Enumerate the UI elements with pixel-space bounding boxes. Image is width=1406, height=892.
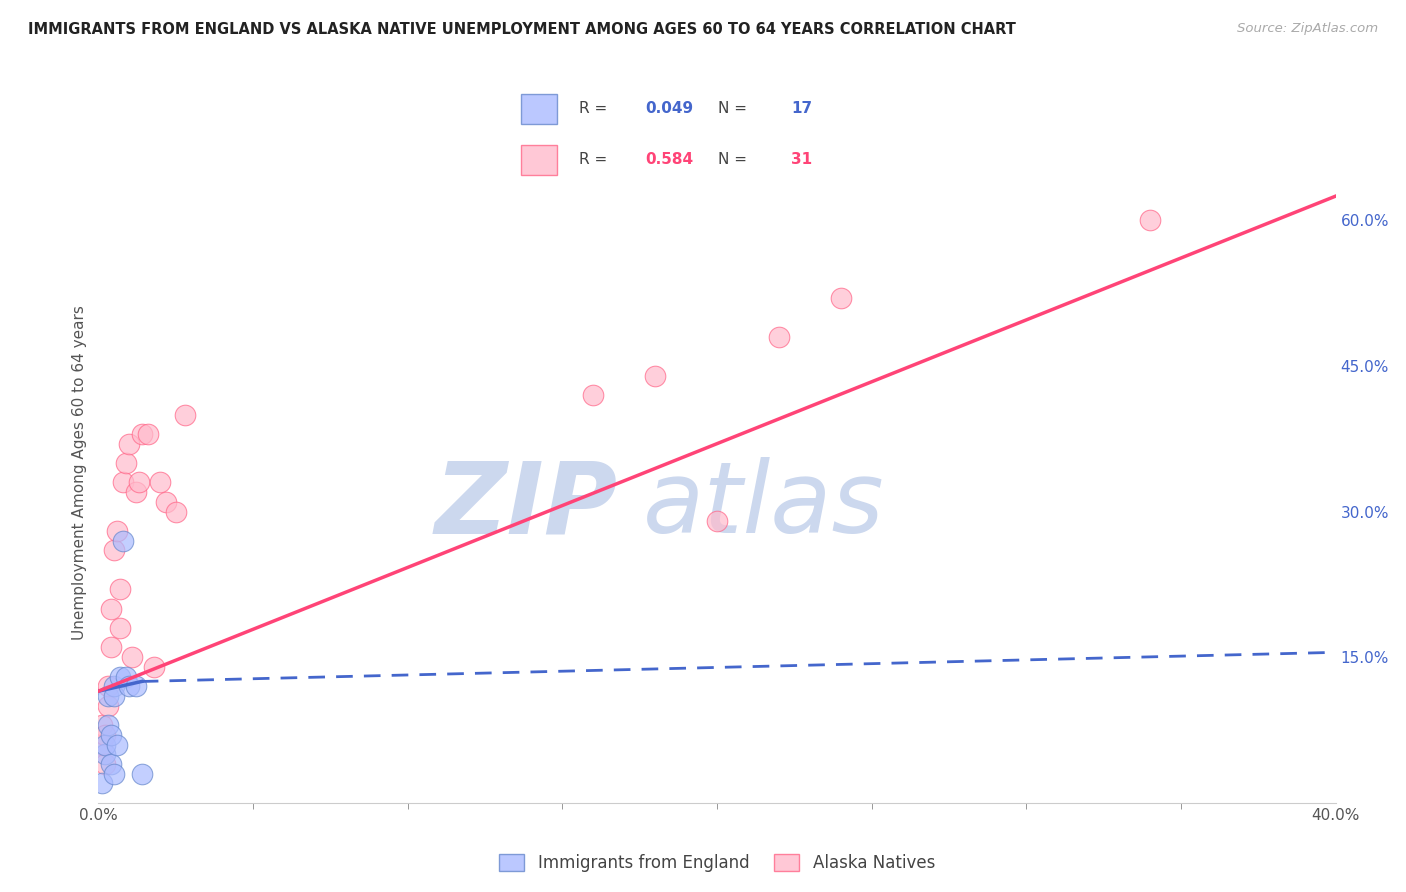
Point: [149, 475, 172, 490]
Point: [112, 475, 135, 490]
Point: [100, 756, 122, 771]
Point: [108, 670, 131, 684]
Point: [124, 679, 146, 693]
Point: [128, 475, 150, 490]
Point: [174, 408, 197, 422]
Point: [115, 670, 138, 684]
Text: atlas: atlas: [643, 458, 884, 554]
Legend: Immigrants from England, Alaska Natives: Immigrants from England, Alaska Natives: [491, 846, 943, 880]
Point: [136, 426, 159, 441]
Point: [90, 738, 112, 752]
Point: [90, 718, 112, 732]
Point: [830, 291, 852, 305]
Point: [108, 582, 131, 597]
Point: [121, 650, 143, 665]
Text: N =: N =: [718, 152, 752, 167]
Point: [165, 505, 187, 519]
Text: R =: R =: [579, 152, 613, 167]
Point: [131, 766, 153, 780]
Text: 0.049: 0.049: [645, 101, 693, 116]
Point: [97, 679, 120, 693]
Point: [108, 621, 131, 635]
FancyBboxPatch shape: [520, 95, 557, 124]
Point: [706, 514, 728, 528]
Y-axis label: Unemployment Among Ages 60 to 64 years: Unemployment Among Ages 60 to 64 years: [72, 305, 87, 640]
Point: [93, 747, 115, 762]
Text: ZIP: ZIP: [434, 458, 619, 554]
Point: [118, 436, 141, 450]
Point: [100, 640, 122, 655]
Point: [103, 543, 125, 558]
Point: [93, 728, 115, 742]
Point: [115, 456, 138, 470]
Point: [105, 524, 128, 538]
Point: [644, 368, 666, 383]
Text: N =: N =: [718, 101, 752, 116]
Point: [90, 776, 112, 790]
Text: R =: R =: [579, 101, 613, 116]
Point: [1139, 213, 1161, 227]
Point: [97, 689, 120, 703]
Point: [143, 660, 166, 674]
Point: [768, 330, 790, 344]
Text: 17: 17: [792, 101, 813, 116]
Text: IMMIGRANTS FROM ENGLAND VS ALASKA NATIVE UNEMPLOYMENT AMONG AGES 60 TO 64 YEARS : IMMIGRANTS FROM ENGLAND VS ALASKA NATIVE…: [28, 22, 1017, 37]
Text: 0.584: 0.584: [645, 152, 693, 167]
Point: [93, 738, 115, 752]
Point: [97, 718, 120, 732]
Point: [103, 679, 125, 693]
Point: [100, 601, 122, 615]
Point: [93, 756, 115, 771]
FancyBboxPatch shape: [520, 145, 557, 176]
Point: [131, 426, 153, 441]
Text: Source: ZipAtlas.com: Source: ZipAtlas.com: [1237, 22, 1378, 36]
Point: [118, 679, 141, 693]
Point: [97, 698, 120, 713]
Point: [103, 766, 125, 780]
Point: [103, 689, 125, 703]
Point: [112, 533, 135, 548]
Point: [155, 495, 177, 509]
Point: [105, 738, 128, 752]
Point: [100, 728, 122, 742]
Text: 31: 31: [792, 152, 813, 167]
Point: [124, 485, 146, 500]
Point: [582, 388, 605, 402]
